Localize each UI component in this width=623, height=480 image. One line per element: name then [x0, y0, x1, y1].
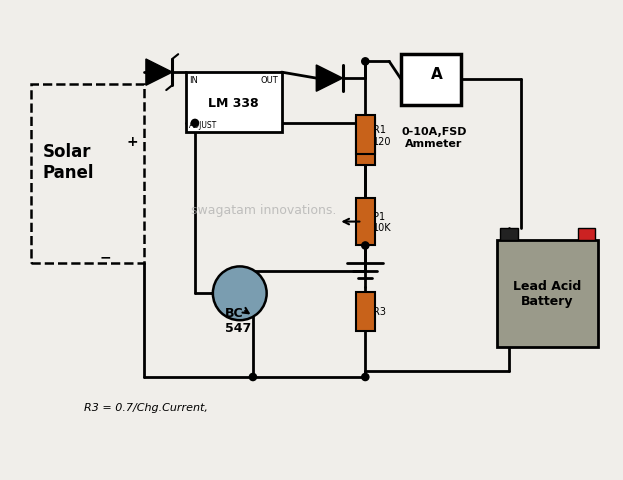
Bar	[31, 85, 144, 264]
Bar	[401, 55, 461, 106]
Text: P1
10K: P1 10K	[373, 211, 392, 233]
Text: 0-10A,FSD
Ammeter: 0-10A,FSD Ammeter	[401, 127, 467, 148]
Text: A: A	[431, 67, 443, 82]
Bar	[356, 292, 375, 331]
Bar	[356, 116, 375, 155]
Text: IN: IN	[189, 76, 198, 85]
Bar	[497, 240, 599, 348]
Bar	[356, 198, 375, 246]
Circle shape	[362, 373, 369, 381]
Polygon shape	[146, 60, 172, 86]
Circle shape	[213, 267, 267, 321]
Text: Lead Acid
Battery: Lead Acid Battery	[513, 280, 582, 308]
Circle shape	[362, 59, 369, 66]
Bar	[186, 73, 282, 132]
Text: OUT: OUT	[261, 76, 278, 85]
Text: swagatam innovations.: swagatam innovations.	[191, 204, 336, 216]
Circle shape	[191, 120, 199, 127]
Polygon shape	[316, 66, 343, 92]
Bar	[500, 228, 518, 240]
Text: Solar
Panel: Solar Panel	[42, 143, 94, 182]
Text: R1
120: R1 120	[373, 125, 392, 146]
Circle shape	[362, 242, 369, 250]
Text: R3 = 0.7/Chg.Current,: R3 = 0.7/Chg.Current,	[84, 402, 208, 412]
Text: ADJUST: ADJUST	[189, 120, 217, 130]
Bar	[578, 228, 596, 240]
Text: BC
547: BC 547	[225, 307, 251, 335]
Circle shape	[249, 373, 257, 381]
Text: −: −	[100, 250, 111, 264]
Text: R3: R3	[373, 307, 386, 317]
Bar	[356, 118, 375, 166]
Text: +: +	[126, 134, 138, 148]
Text: LM 338: LM 338	[209, 96, 259, 109]
